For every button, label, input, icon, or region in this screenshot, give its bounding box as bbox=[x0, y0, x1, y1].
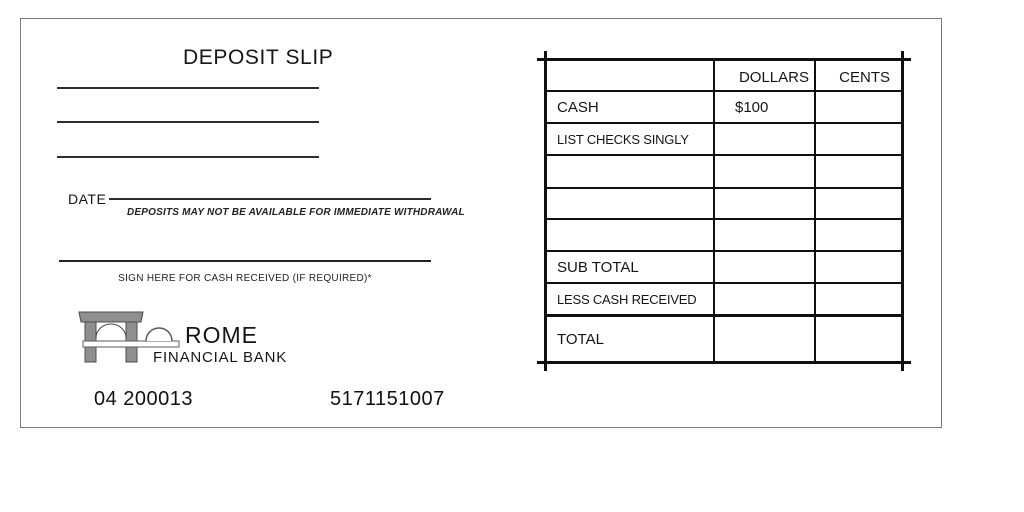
row-total-dollars bbox=[713, 314, 814, 361]
date-write-line bbox=[109, 198, 431, 200]
row-checks-dollars bbox=[713, 122, 814, 154]
row-empty1-label bbox=[547, 154, 713, 187]
bank-name: ROME bbox=[185, 322, 258, 348]
row-empty3-cents bbox=[814, 218, 901, 250]
row-subtotal-dollars bbox=[713, 250, 814, 282]
row-empty3-label bbox=[547, 218, 713, 250]
table-corner-tick bbox=[544, 51, 547, 58]
row-checks-label: LIST CHECKS SINGLY bbox=[547, 122, 713, 154]
row-empty1-dollars bbox=[713, 154, 814, 187]
row-lesscash-label: LESS CASH RECEIVED bbox=[547, 282, 713, 314]
withdrawal-notice: DEPOSITS MAY NOT BE AVAILABLE FOR IMMEDI… bbox=[127, 207, 465, 218]
sign-here-label: SIGN HERE FOR CASH RECEIVED (IF REQUIRED… bbox=[118, 273, 372, 284]
table-corner-tick bbox=[537, 361, 544, 364]
row-cash-label: CASH bbox=[547, 90, 713, 122]
row-empty2-cents bbox=[814, 187, 901, 218]
row-lesscash-dollars bbox=[713, 282, 814, 314]
row-subtotal-cents bbox=[814, 250, 901, 282]
blank-write-line-1 bbox=[57, 87, 319, 89]
slip-title: DEPOSIT SLIP bbox=[183, 46, 334, 69]
amount-table: DOLLARS CENTS CASH $100 LIST CHECKS SING… bbox=[537, 51, 911, 371]
row-empty1-cents bbox=[814, 154, 901, 187]
row-subtotal-label: SUB TOTAL bbox=[547, 250, 713, 282]
row-total-label: TOTAL bbox=[547, 314, 713, 361]
roman-arch-bridge-icon bbox=[78, 311, 180, 363]
date-label: DATE bbox=[68, 191, 107, 207]
signature-line bbox=[59, 260, 431, 262]
table-corner-tick bbox=[904, 58, 911, 61]
table-header-cents: CENTS bbox=[814, 61, 901, 90]
bank-subtitle: FINANCIAL BANK bbox=[153, 349, 288, 366]
row-empty2-dollars bbox=[713, 187, 814, 218]
deposit-slip: DEPOSIT SLIP DATE DEPOSITS MAY NOT BE AV… bbox=[20, 18, 942, 428]
table-header-blank bbox=[547, 61, 713, 90]
table-corner-tick bbox=[537, 58, 544, 61]
blank-write-line-2 bbox=[57, 121, 319, 123]
slip-number-left: 04 200013 bbox=[94, 388, 194, 410]
table-corner-tick bbox=[904, 361, 911, 364]
row-lesscash-cents bbox=[814, 282, 901, 314]
table-corner-tick bbox=[544, 364, 547, 371]
slip-number-right: 5171151007 bbox=[330, 388, 445, 410]
table-header-dollars: DOLLARS bbox=[713, 61, 814, 90]
row-total-cents bbox=[814, 314, 901, 361]
row-checks-cents bbox=[814, 122, 901, 154]
blank-write-line-3 bbox=[57, 156, 319, 158]
table-corner-tick bbox=[901, 364, 904, 371]
row-empty3-dollars bbox=[713, 218, 814, 250]
row-empty2-label bbox=[547, 187, 713, 218]
row-cash-cents bbox=[814, 90, 901, 122]
table-corner-tick bbox=[901, 51, 904, 58]
row-cash-dollars: $100 bbox=[713, 90, 814, 122]
